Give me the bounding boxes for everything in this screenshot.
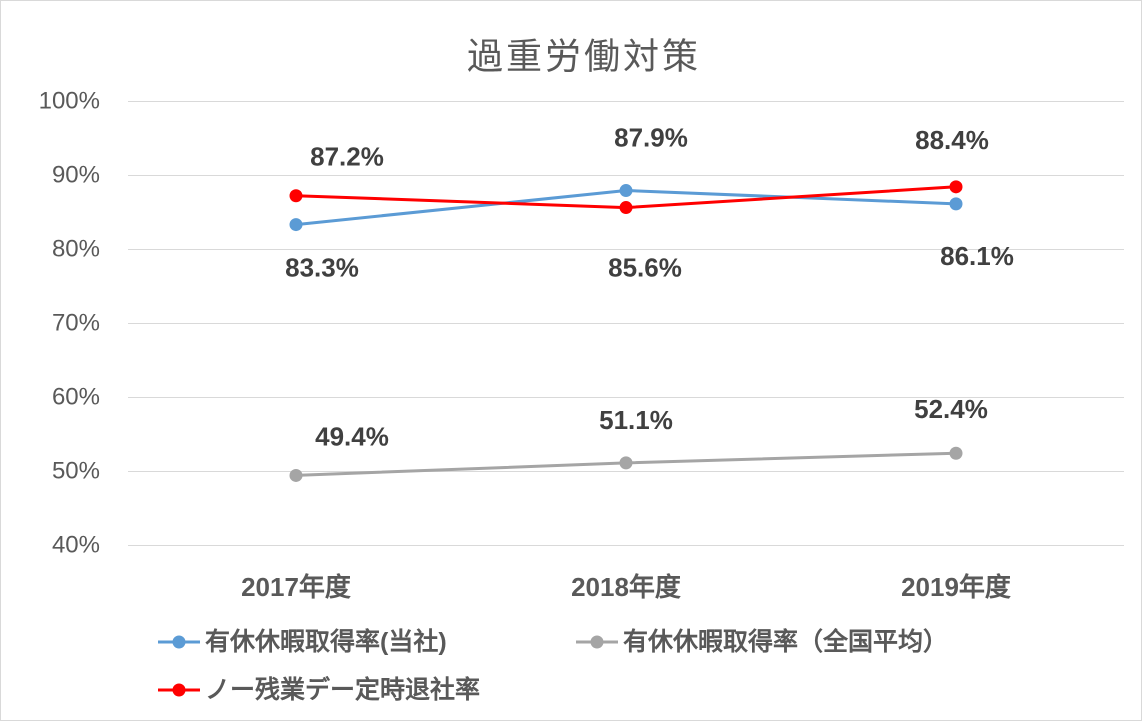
legend-marker-icon [172, 683, 186, 697]
y-tick-label: 90% [52, 162, 100, 189]
x-tick-label: 2019年度 [901, 572, 1011, 602]
data-point [949, 197, 963, 211]
data-label: 51.1% [599, 405, 673, 435]
data-label: 83.3% [285, 253, 359, 283]
data-label: 87.9% [614, 123, 688, 153]
legend-label: 有休休暇取得率(当社) [205, 627, 447, 656]
data-label: 86.1% [940, 241, 1014, 271]
data-label: 52.4% [914, 394, 988, 424]
y-tick-label: 100% [39, 88, 100, 115]
legend-label: ノー残業デー定時退社率 [205, 675, 480, 704]
x-tick-label: 2018年度 [571, 572, 681, 602]
legend: 有休休暇取得率(当社) 有休休暇取得率（全国平均） ノー残業デー定時退社率 [158, 627, 948, 704]
y-axis: 100% 90% 80% 70% 60% 50% 40% [39, 88, 100, 559]
data-point [289, 218, 303, 232]
chart-title: 過重労働対策 [467, 36, 701, 77]
data-point [619, 201, 633, 215]
y-tick-label: 80% [52, 236, 100, 263]
data-label: 85.6% [608, 253, 682, 283]
legend-marker-icon [172, 635, 186, 649]
x-axis: 2017年度 2018年度 2019年度 [241, 572, 1011, 602]
plot-series [289, 180, 963, 482]
series-2 [289, 446, 963, 482]
series-3 [289, 180, 963, 215]
data-label: 87.2% [310, 142, 384, 172]
legend-item: ノー残業デー定時退社率 [158, 675, 480, 704]
data-point [619, 184, 633, 198]
data-label: 49.4% [315, 421, 389, 451]
data-point [289, 189, 303, 203]
series-1 [289, 184, 963, 232]
x-tick-label: 2017年度 [241, 572, 351, 602]
data-labels: 83.3% 87.9% 86.1% 49.4% 51.1% 52.4% 87.2% 85.6%… [285, 123, 1014, 452]
data-point [949, 446, 963, 460]
legend-marker-icon [590, 635, 604, 649]
y-tick-label: 60% [52, 384, 100, 411]
y-tick-label: 70% [52, 310, 100, 337]
data-point [949, 180, 963, 194]
data-point [619, 456, 633, 470]
data-label: 88.4% [915, 125, 989, 155]
legend-item: 有休休暇取得率（全国平均） [576, 627, 948, 656]
legend-item: 有休休暇取得率(当社) [158, 627, 447, 656]
data-point [289, 468, 303, 482]
y-tick-label: 40% [52, 532, 100, 559]
y-tick-label: 50% [52, 458, 100, 485]
legend-label: 有休休暇取得率（全国平均） [623, 627, 948, 656]
